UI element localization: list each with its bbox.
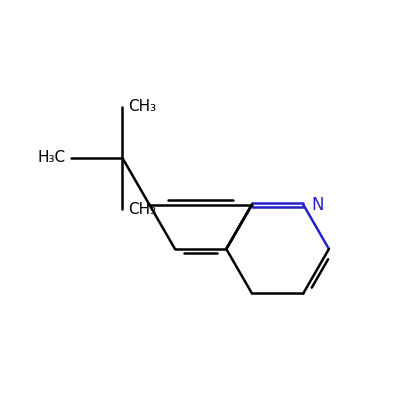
- Text: H₃C: H₃C: [38, 150, 66, 165]
- Text: CH₃: CH₃: [128, 99, 156, 114]
- Text: CH₃: CH₃: [128, 202, 156, 217]
- Text: N: N: [311, 196, 324, 214]
